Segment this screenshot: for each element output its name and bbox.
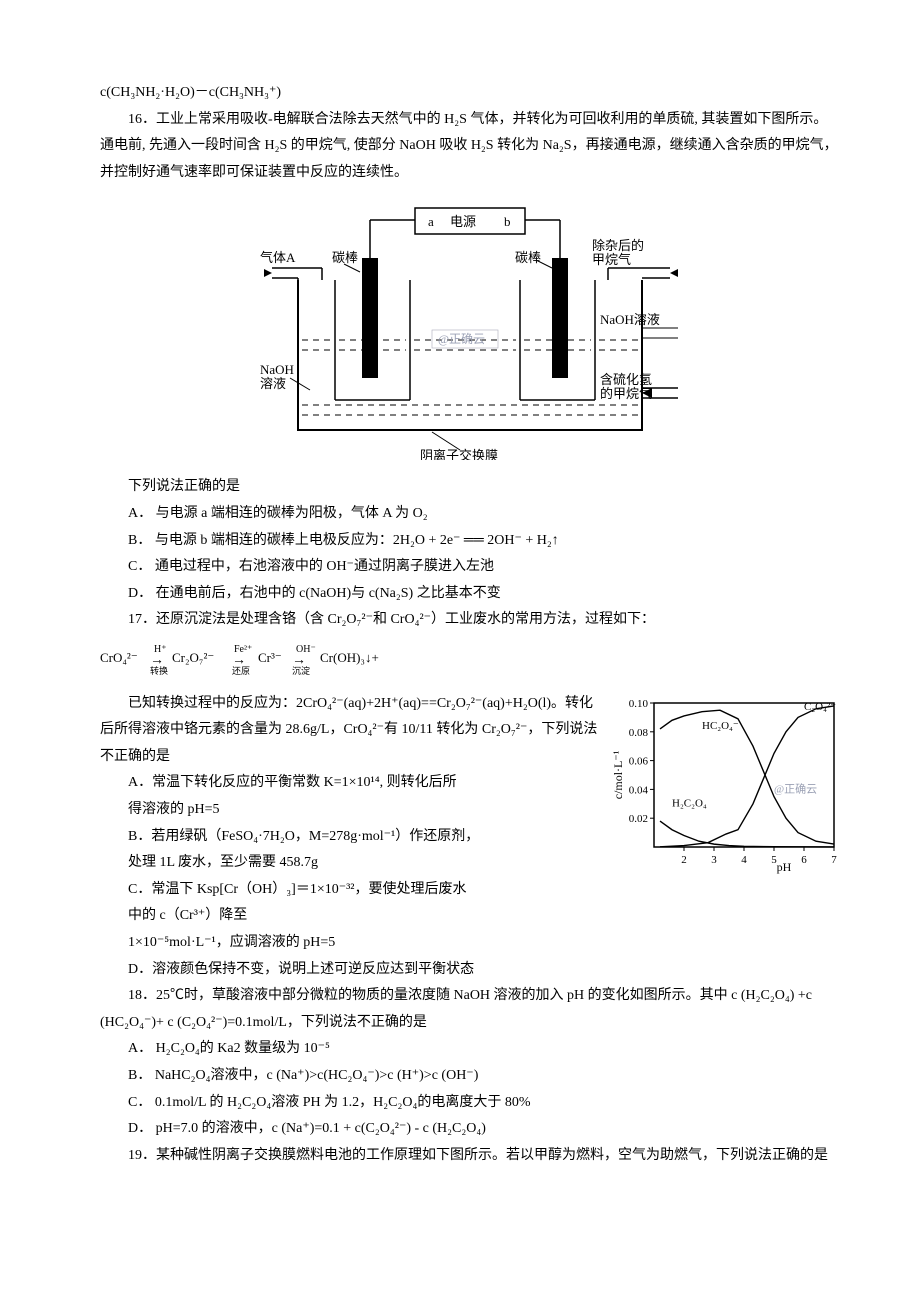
q16-stem2: 下列说法正确的是 [100,474,840,501]
rod-left-label: 碳棒 [332,250,358,265]
membrane-label: 阴离子交换膜 [420,448,498,460]
svg-text:0.02: 0.02 [629,813,648,825]
svg-text:pH: pH [777,860,792,874]
rod-right-label: 碳棒 [515,250,541,265]
svg-text:沉淀: 沉淀 [292,665,310,676]
q17-formula: CrO₄²⁻ H⁺ → 转换 Cr₂O₇²⁻ Fe²⁺ → 还原 Cr³⁻ OH… [100,638,840,687]
q17-optC-l1: C．常温下 Ksp[Cr（OH）₃]＝1×10⁻³²，要使处理后废水 [100,877,840,904]
gas-a-label: 气体A [260,250,296,265]
svg-text:4: 4 [741,854,747,866]
svg-text:还原: 还原 [232,665,250,676]
q16-optC: C． 通电过程中，右池溶液中的 OH⁻通过阴离子膜进入左池 [100,554,840,581]
svg-text:@正确云: @正确云 [774,782,817,795]
q17-optD: D．溶液颜色保持不变，说明上述可逆反应达到平衡状态 [100,957,840,984]
svg-text:CrO₄²⁻: CrO₄²⁻ [100,650,138,665]
q18-optA: A． H₂C₂O₄的 Ka2 数量级为 10⁻⁵ [100,1036,840,1063]
top-fragment: c(CH₃NH₂·H₂O)－c(CH₃NH₃⁺) [100,80,840,107]
q17-optC-l2: 中的 c（Cr³⁺）降至 [100,903,840,930]
svg-text:3: 3 [711,854,717,866]
svg-text:Cr(OH)₃↓+: Cr(OH)₃↓+ [320,650,379,665]
naoh-right: NaOH溶液 [600,312,660,327]
q18-optC: C． 0.1mol/L 的 H₂C₂O₄溶液 PH 为 1.2，H₂C₂O₄的电… [100,1090,840,1117]
power-a-label: a [428,214,434,229]
svg-text:c/mol·L⁻¹: c/mol·L⁻¹ [611,750,625,799]
q18-optD: D． pH=7.0 的溶液中，c (Na⁺)=0.1 + c(C₂O₄²⁻) -… [100,1116,840,1143]
feed-l2: 的甲烷气 [600,386,652,401]
svg-text:Cr³⁻: Cr³⁻ [258,650,282,665]
q17-stem1: 17．还原沉淀法是处理含铬（含 Cr₂O₇²⁻和 CrO₄²⁻）工业废水的常用方… [100,607,840,634]
svg-text:0.10: 0.10 [629,698,649,710]
svg-text:2: 2 [681,854,687,866]
q18-optB: B． NaHC₂O₄溶液中，c (Na⁺)>c(HC₂O₄⁻)>c (H⁺)>c… [100,1063,840,1090]
svg-text:H₂C₂O₄: H₂C₂O₄ [672,797,707,809]
svg-text:7: 7 [831,854,837,866]
pure-gas-l2: 甲烷气 [592,252,631,267]
svg-text:0.08: 0.08 [629,726,649,738]
q16-diagram: a 电源 b 气体A 碳棒 碳棒 除杂后的 [260,200,680,460]
svg-text:转换: 转换 [150,665,168,676]
q18-chart: 0.020.040.060.080.10234567pHc/mol·L⁻¹HC₂… [610,695,840,875]
watermark: @正确云 [438,332,485,346]
power-label: 电源 [450,214,476,229]
svg-text:0.06: 0.06 [629,755,649,767]
naoh-left-l1: NaOH [260,362,294,377]
q16-optD: D． 在通电前后，右池中的 c(NaOH)与 c(Na₂S) 之比基本不变 [100,581,840,608]
naoh-left-l2: 溶液 [260,376,286,391]
q17-optC-l3: 1×10⁻⁵mol·L⁻¹，应调溶液的 pH=5 [100,930,840,957]
svg-text:HC₂O₄⁻: HC₂O₄⁻ [702,720,739,732]
svg-text:6: 6 [801,854,807,866]
svg-text:C₂O₄²⁻: C₂O₄²⁻ [804,701,836,713]
q16-optB: B． 与电源 b 端相连的碳棒上电极反应为：2H₂O + 2e⁻ ══ 2OH⁻… [100,528,840,555]
q16-optA: A． 与电源 a 端相连的碳棒为阳极，气体 A 为 O₂ [100,501,840,528]
svg-text:Cr₂O₇²⁻: Cr₂O₇²⁻ [172,650,214,665]
feed-l1: 含硫化氢 [600,372,652,387]
power-b-label: b [504,214,511,229]
pure-gas-l1: 除杂后的 [592,238,644,253]
q16-stem: 16．工业上常采用吸收-电解联合法除去天然气中的 H₂S 气体，并转化为可回收利… [100,107,840,187]
q19-stem: 19．某种碱性阴离子交换膜燃料电池的工作原理如下图所示。若以甲醇为燃料，空气为助… [100,1143,840,1170]
svg-text:0.04: 0.04 [629,784,649,796]
q18-stem: 18．25℃时，草酸溶液中部分微粒的物质的量浓度随 NaOH 溶液的加入 pH … [100,983,840,1036]
